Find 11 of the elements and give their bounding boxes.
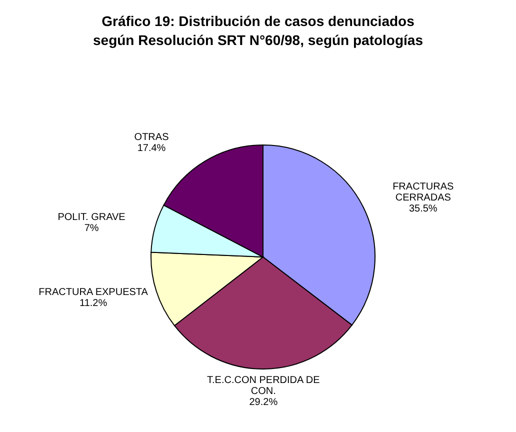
data-label: 17.4%: [137, 142, 166, 154]
data-label: 7%: [84, 222, 99, 234]
slice-label: T.E.C.CON PERDIDA DE CON.: [207, 375, 320, 397]
slice-label: OTRAS: [134, 132, 170, 143]
slice-label: FRACTURAS CERRADAS: [392, 182, 454, 204]
slice-label: FRACTURA EXPUESTA: [38, 287, 148, 298]
data-label: 11.2%: [80, 298, 108, 310]
chart-title: Gráfico 19: Distribución de casos denunciados según Resolución SRT N°60/98, según patologías: [92, 12, 424, 50]
data-label: 35.5%: [408, 204, 438, 215]
data-label: 29.2%: [249, 397, 278, 408]
slice-label: POLIT. GRAVE: [58, 212, 126, 223]
